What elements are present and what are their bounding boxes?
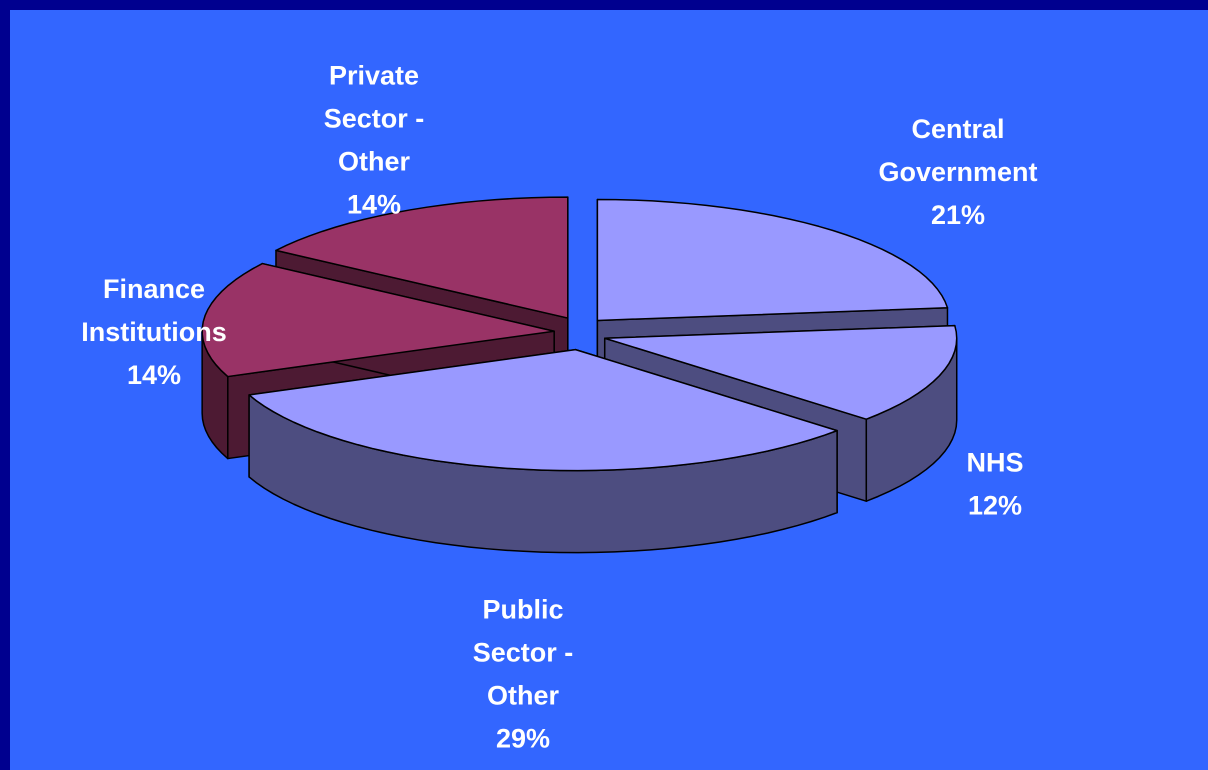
- slice-label-line: Public: [482, 595, 563, 625]
- slice-label-line: Institutions: [81, 317, 226, 347]
- slice-label-line: NHS: [966, 448, 1023, 478]
- slice-top-1: [603, 324, 958, 420]
- slice-label-line: 14%: [127, 360, 181, 390]
- slide-background: Central Government 21% NHS 12% Public Sector -…: [10, 10, 1208, 770]
- slice-label-line: 29%: [496, 724, 550, 754]
- pie-chart: Central Government 21% NHS 12% Public Sector -…: [81, 61, 1037, 754]
- slice-label-line: Government: [878, 157, 1037, 187]
- slice-top-4: [275, 196, 569, 319]
- slice-label-line: Other: [338, 147, 411, 177]
- slice-label-1: NHS 12%: [966, 448, 1023, 521]
- slice-label-line: Finance: [103, 274, 205, 304]
- slice-label-line: Private: [329, 61, 419, 91]
- slice-label-2: Public Sector - Other 29%: [473, 595, 574, 754]
- slice-label-line: Sector -: [473, 638, 574, 668]
- slice-label-4: Private Sector - Other 14%: [324, 61, 425, 220]
- slices-layer: [201, 196, 958, 554]
- slice-label-3: Finance Institutions 14%: [81, 274, 226, 390]
- slice-label-line: 12%: [968, 491, 1022, 521]
- pie-slice-2: [248, 348, 838, 554]
- slice-label-0: Central Government 21%: [878, 114, 1037, 230]
- slice-top-0: [596, 198, 949, 322]
- slice-label-line: 21%: [931, 200, 985, 230]
- slice-label-line: 14%: [347, 190, 401, 220]
- slice-label-line: Sector -: [324, 104, 425, 134]
- slice-label-line: Central: [911, 114, 1004, 144]
- slice-top-2: [248, 348, 838, 472]
- slice-label-line: Other: [487, 681, 560, 711]
- slice-top-3: [201, 262, 555, 378]
- labels-layer: Central Government 21% NHS 12% Public Sector -…: [81, 61, 1037, 754]
